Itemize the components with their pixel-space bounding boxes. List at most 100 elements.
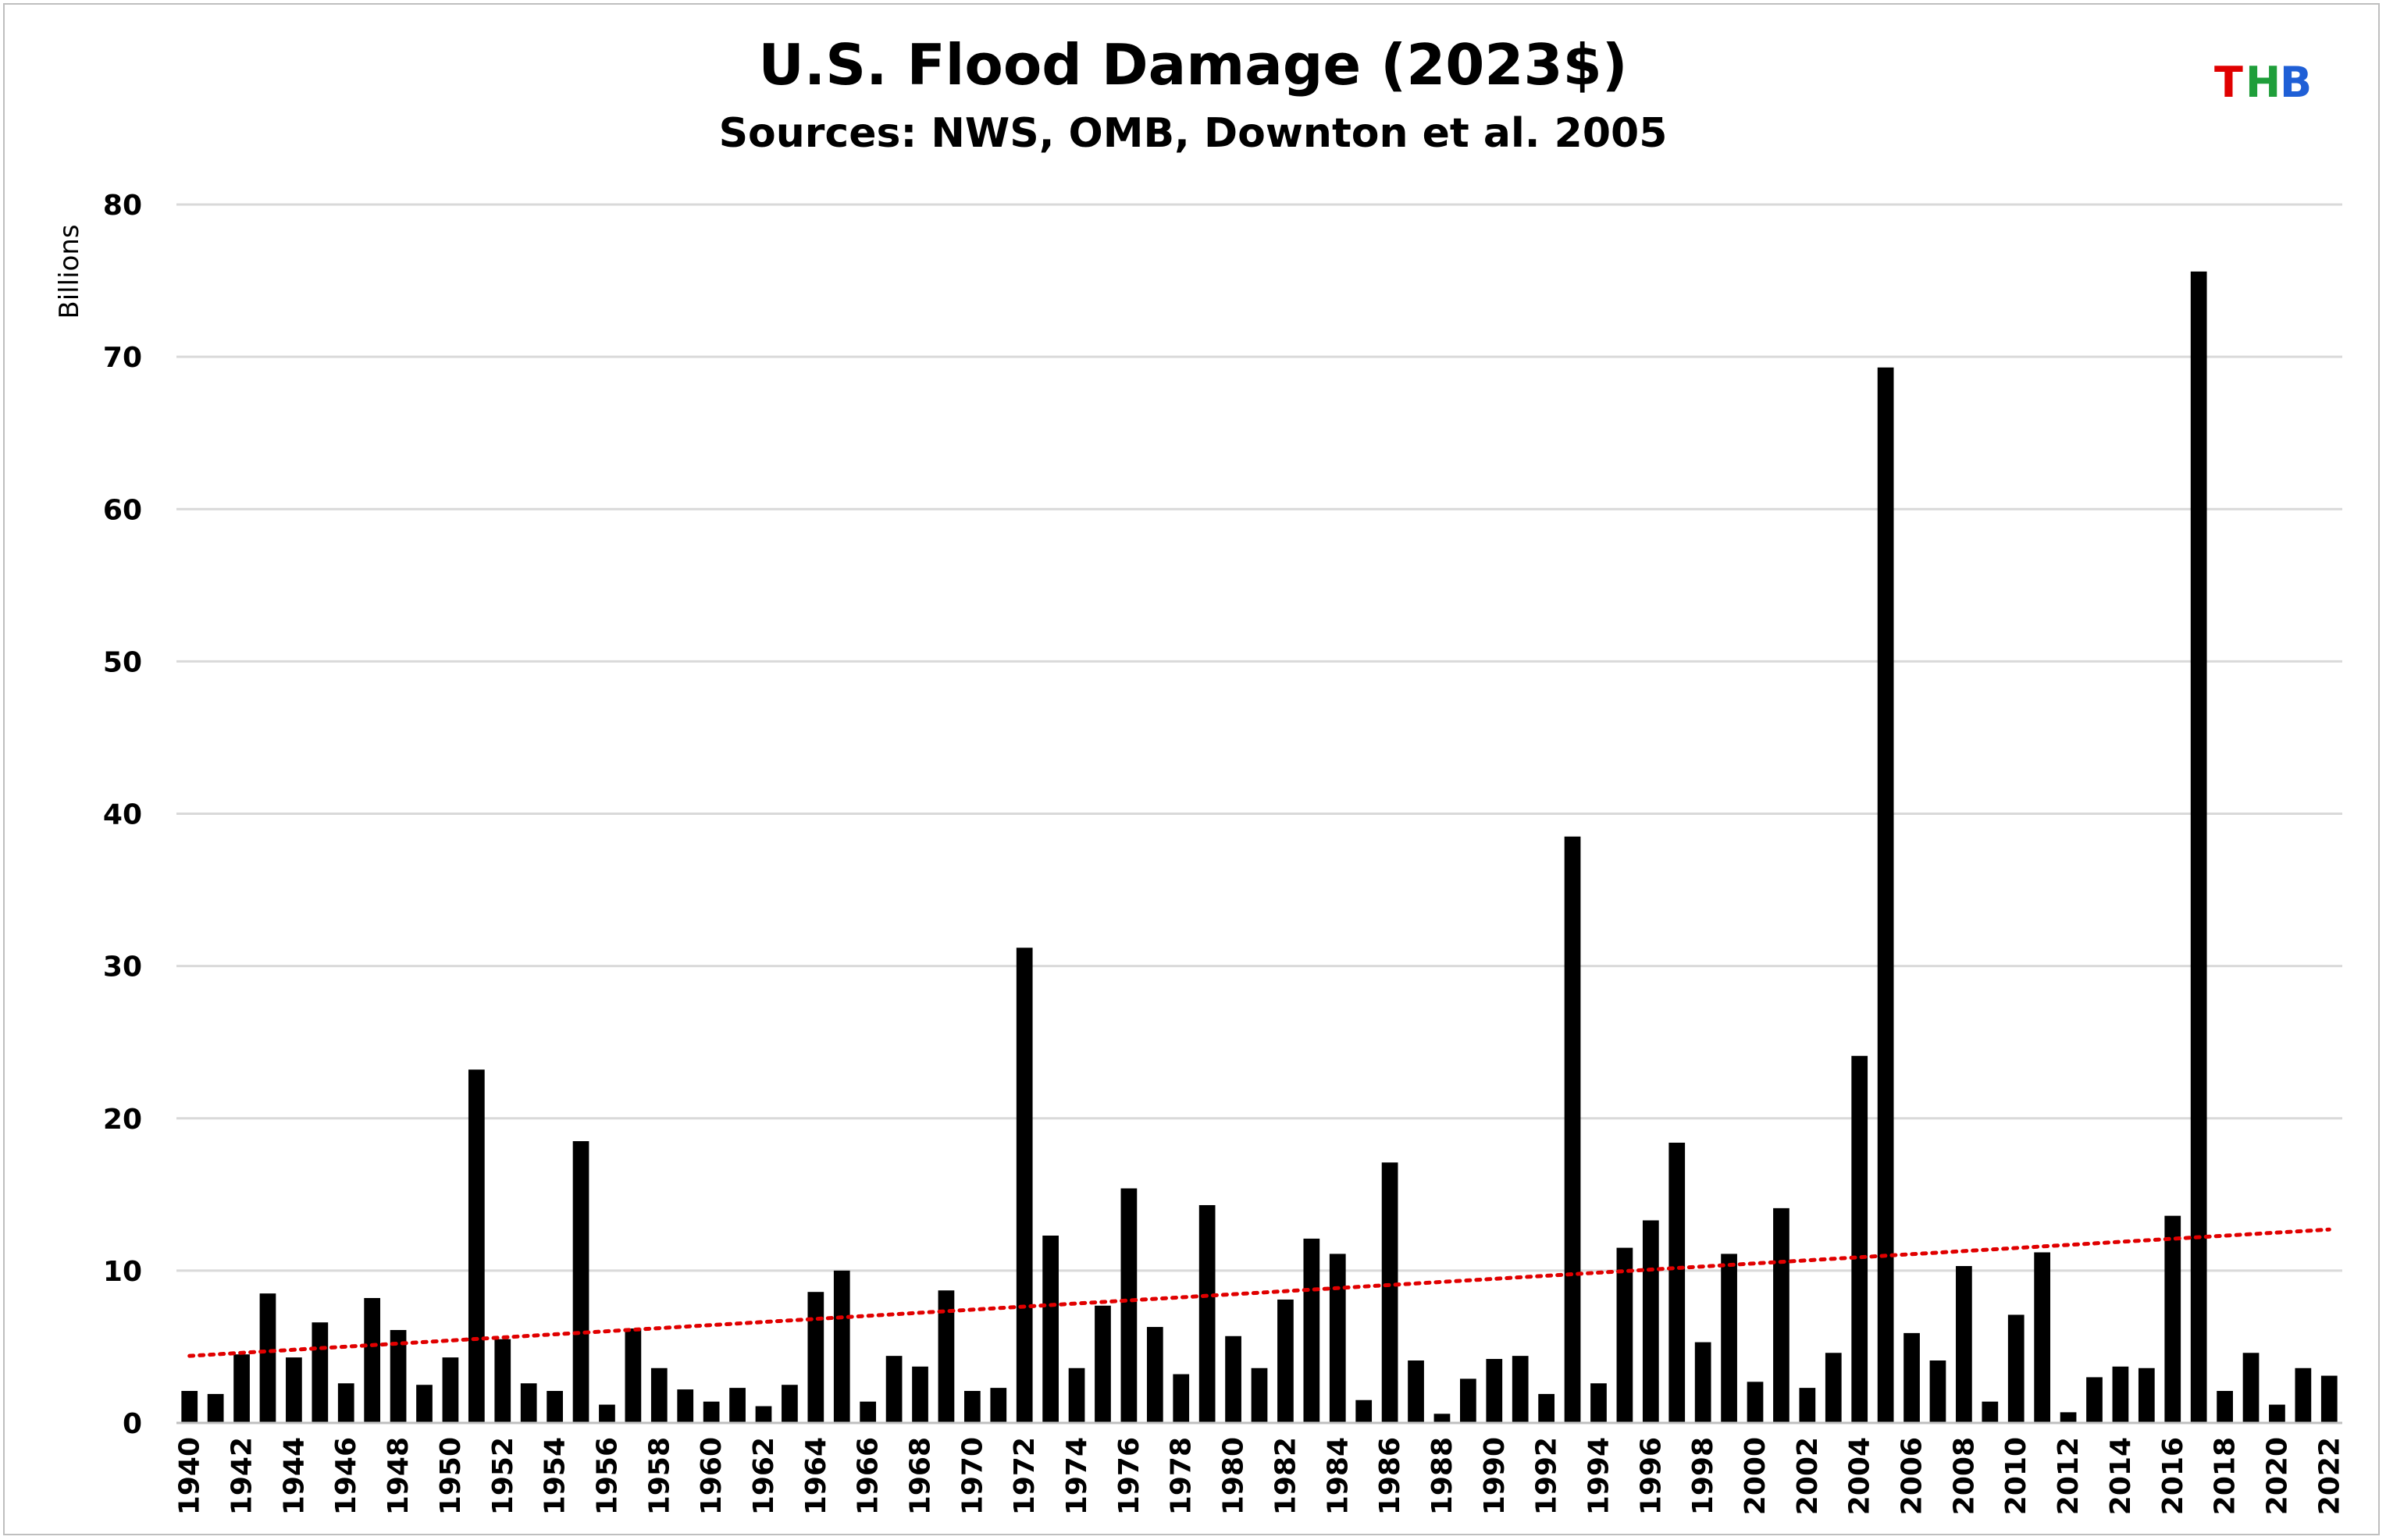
logo-letter-h: H xyxy=(2245,58,2281,107)
bar-1948 xyxy=(390,1329,407,1423)
bar-1959 xyxy=(677,1389,694,1423)
bar-2007 xyxy=(1929,1360,1946,1423)
bar-1977 xyxy=(1146,1327,1163,1423)
bar-1972 xyxy=(1016,948,1033,1423)
bar-1995 xyxy=(1616,1247,1633,1423)
bar-2011 xyxy=(2034,1252,2051,1423)
bar-1988 xyxy=(1433,1414,1451,1423)
trendline xyxy=(187,1227,2331,1358)
bar-1951 xyxy=(468,1069,485,1423)
chart-title: U.S. Flood Damage (2023$) xyxy=(758,32,1627,98)
chart-subtitle: Sources: NWS, OMB, Downton et al. 2005 xyxy=(719,110,1668,157)
logo-letter-t: T xyxy=(2214,58,2243,107)
bar-1981 xyxy=(1251,1368,1268,1423)
bar-1958 xyxy=(650,1368,668,1423)
bar-1953 xyxy=(520,1383,537,1423)
bar-1978 xyxy=(1173,1374,1190,1423)
bar-1940 xyxy=(181,1391,198,1423)
x-tick-label: 1954 xyxy=(540,1437,572,1515)
bar-2000 xyxy=(1747,1382,1764,1423)
bar-1979 xyxy=(1198,1204,1216,1423)
bar-1941 xyxy=(207,1393,224,1423)
chart-frame xyxy=(3,3,2380,1535)
bar-1949 xyxy=(416,1385,433,1423)
bar-1963 xyxy=(782,1385,798,1423)
x-tick-label: 1940 xyxy=(174,1437,206,1515)
x-tick-label: 2016 xyxy=(2157,1437,2189,1515)
x-tick-label: 1958 xyxy=(643,1437,675,1515)
bar-1944 xyxy=(286,1357,302,1423)
bar-2020 xyxy=(2269,1404,2285,1423)
bar-2016 xyxy=(2164,1215,2181,1423)
bar-2010 xyxy=(2007,1314,2025,1423)
x-tick-label: 1944 xyxy=(278,1437,310,1515)
y-tick-label: 20 xyxy=(103,1104,142,1136)
bar-2008 xyxy=(1956,1266,1972,1423)
x-tick-label: 2014 xyxy=(2105,1437,2137,1515)
bar-1987 xyxy=(1408,1360,1424,1423)
bar-1984 xyxy=(1329,1254,1346,1423)
x-tick-label: 1976 xyxy=(1113,1437,1145,1515)
bar-1976 xyxy=(1120,1188,1138,1423)
x-tick-label: 2008 xyxy=(1948,1437,1980,1515)
y-tick-label: 50 xyxy=(103,646,142,678)
y-tick-label: 10 xyxy=(103,1256,142,1288)
y-tick-label: 30 xyxy=(103,951,142,983)
y-tick-label: 0 xyxy=(123,1408,142,1440)
bar-1986 xyxy=(1381,1162,1398,1423)
x-tick-label: 2004 xyxy=(1844,1437,1876,1515)
thb-logo: T H B xyxy=(2214,58,2312,107)
x-tick-label: 1988 xyxy=(1426,1437,1458,1515)
x-tick-label: 2010 xyxy=(2000,1437,2032,1515)
x-tick-label: 2022 xyxy=(2313,1437,2345,1515)
bar-1956 xyxy=(599,1404,615,1423)
x-tick-label: 1974 xyxy=(1061,1437,1093,1515)
x-tick-label: 1970 xyxy=(956,1437,988,1515)
bar-1983 xyxy=(1303,1238,1320,1423)
bar-1967 xyxy=(885,1356,903,1423)
y-tick-label: 60 xyxy=(103,494,142,526)
x-tick-label: 1952 xyxy=(487,1437,519,1515)
bar-2021 xyxy=(2295,1368,2312,1423)
bar-2001 xyxy=(1773,1207,1790,1423)
bar-1945 xyxy=(312,1322,329,1423)
x-tick-label: 1956 xyxy=(591,1437,623,1515)
bar-1943 xyxy=(259,1293,276,1423)
bar-1965 xyxy=(833,1270,850,1423)
bars xyxy=(181,271,2338,1424)
bar-2018 xyxy=(2217,1391,2233,1423)
bar-1969 xyxy=(938,1290,955,1423)
bar-1946 xyxy=(337,1383,354,1423)
bar-1996 xyxy=(1642,1220,1659,1423)
y-tick-label: 40 xyxy=(103,799,142,831)
bar-1975 xyxy=(1095,1305,1111,1423)
bar-1952 xyxy=(494,1339,511,1423)
bar-1989 xyxy=(1460,1378,1476,1423)
bar-1955 xyxy=(572,1141,589,1423)
bar-2022 xyxy=(2320,1375,2338,1423)
bar-1994 xyxy=(1590,1383,1607,1423)
bar-1980 xyxy=(1225,1335,1241,1423)
bar-1974 xyxy=(1068,1368,1085,1423)
bar-2004 xyxy=(1851,1055,1868,1423)
bar-1990 xyxy=(1486,1359,1503,1423)
bar-2013 xyxy=(2086,1377,2103,1423)
bar-1997 xyxy=(1668,1142,1686,1423)
x-tick-label: 1960 xyxy=(696,1437,728,1515)
bar-1993 xyxy=(1564,836,1581,1423)
bar-1982 xyxy=(1277,1299,1294,1423)
x-tick-label: 1964 xyxy=(800,1437,832,1515)
x-tick-label: 1942 xyxy=(226,1437,258,1515)
x-tick-label: 2012 xyxy=(2053,1437,2085,1515)
bar-1973 xyxy=(1042,1235,1059,1423)
x-tick-label: 1982 xyxy=(1270,1437,1302,1515)
x-tick-label: 1992 xyxy=(1531,1437,1563,1515)
trendline-group xyxy=(187,1227,2331,1358)
x-tick-label: 1972 xyxy=(1009,1437,1041,1515)
x-tick-label: 2006 xyxy=(1896,1437,1928,1515)
x-tick-label: 1986 xyxy=(1374,1437,1406,1515)
x-tick-label: 1962 xyxy=(748,1437,780,1515)
bar-1971 xyxy=(990,1388,1007,1423)
x-tick-label: 1978 xyxy=(1166,1437,1198,1515)
